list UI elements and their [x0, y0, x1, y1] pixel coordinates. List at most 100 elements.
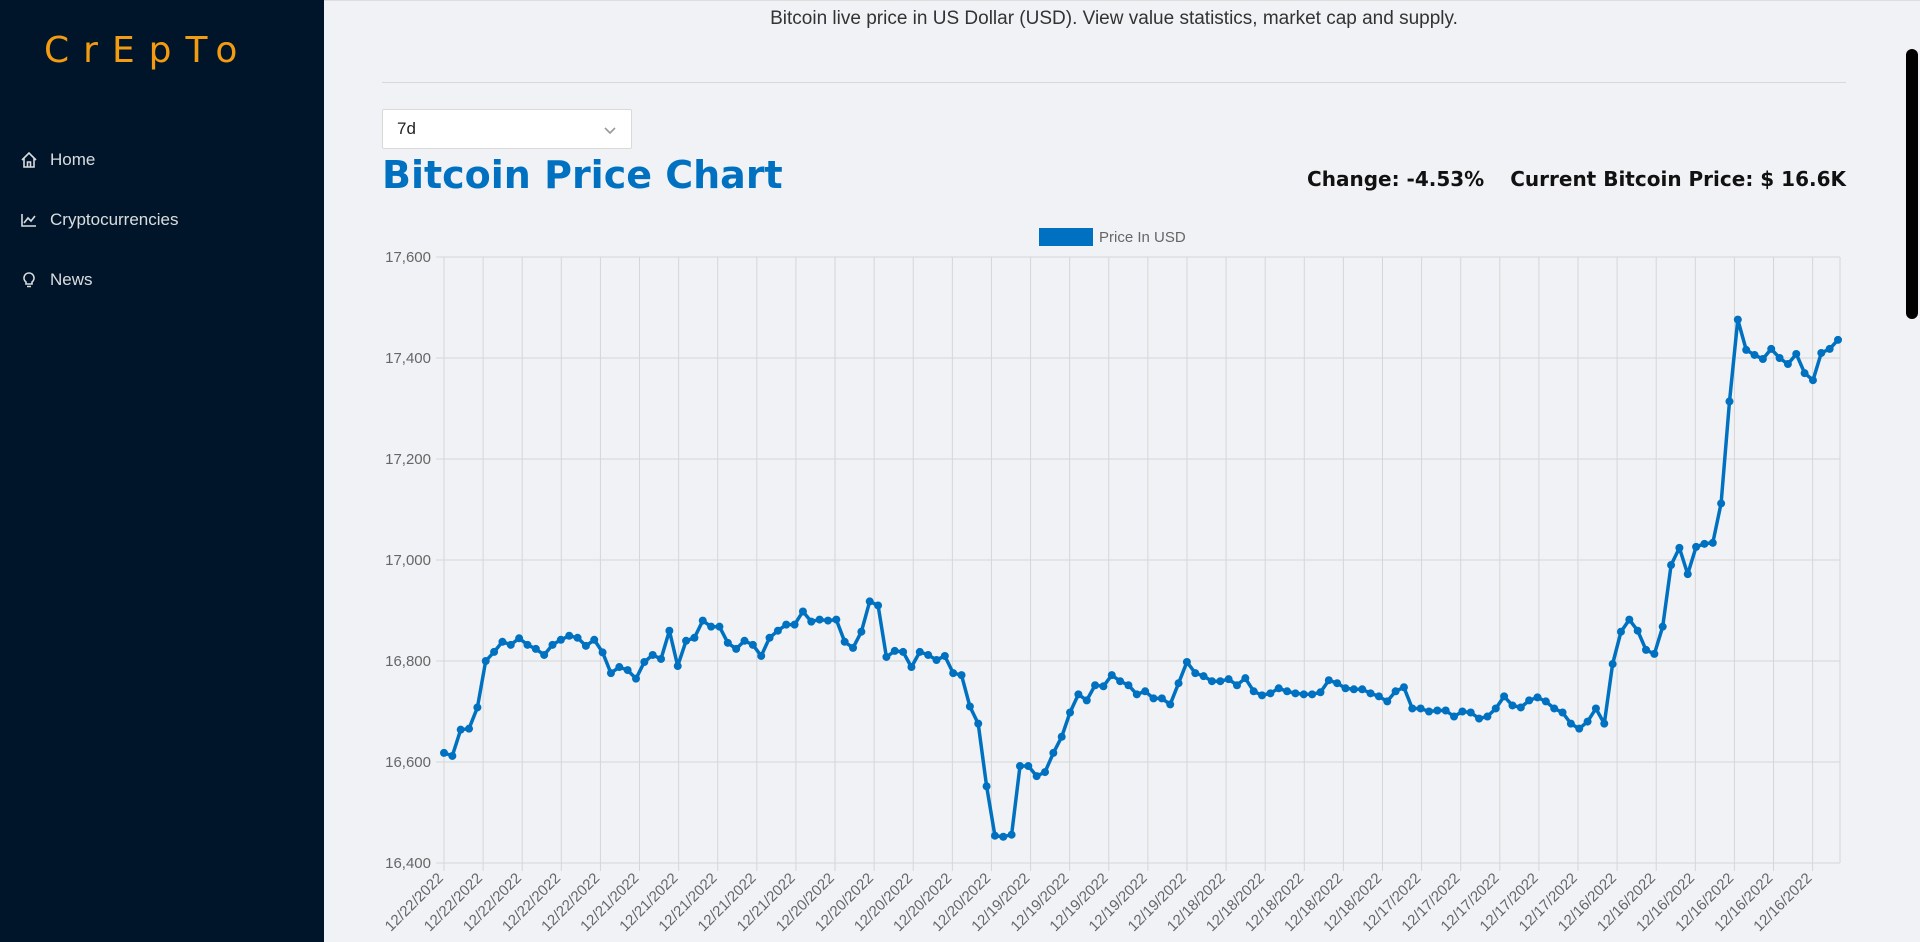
data-point — [1091, 681, 1100, 690]
data-point — [1408, 704, 1417, 713]
data-point — [1024, 762, 1033, 771]
data-point — [690, 633, 699, 642]
data-point — [874, 601, 883, 610]
data-point — [1433, 706, 1442, 715]
page-subtitle: Bitcoin live price in US Dollar (USD). V… — [770, 8, 1458, 29]
data-point — [573, 633, 582, 642]
data-point — [1675, 543, 1684, 552]
price-stats: Change: -4.53% Current Bitcoin Price: $ … — [1307, 167, 1846, 191]
data-point — [1475, 714, 1484, 723]
sidebar-item-home[interactable]: Home — [0, 130, 324, 190]
data-point — [1508, 701, 1517, 710]
data-point — [832, 615, 841, 624]
app-logo[interactable]: CrEpTo — [44, 30, 252, 71]
data-point — [1792, 349, 1801, 358]
data-point — [1341, 684, 1350, 693]
data-point — [1174, 679, 1183, 688]
data-point — [623, 666, 632, 675]
data-point — [974, 719, 983, 728]
data-point — [1550, 704, 1559, 713]
data-point — [1466, 708, 1475, 717]
scrollbar[interactable] — [1906, 49, 1918, 319]
sidebar-item-label: News — [50, 270, 93, 289]
divider — [382, 82, 1846, 83]
sidebar-item-cryptocurrencies[interactable]: Cryptocurrencies — [0, 190, 324, 250]
legend-label: Price In USD — [1099, 228, 1186, 246]
data-point — [1667, 561, 1676, 570]
data-point — [1283, 687, 1292, 696]
data-point — [1191, 669, 1200, 678]
data-point — [1424, 707, 1433, 716]
data-point — [498, 637, 507, 646]
data-point — [1324, 676, 1333, 685]
data-point — [849, 643, 858, 652]
data-point — [1041, 768, 1050, 777]
data-point — [899, 647, 908, 656]
data-point — [1074, 690, 1083, 699]
data-point — [748, 640, 757, 649]
data-point — [1124, 681, 1133, 690]
data-point — [1458, 707, 1467, 716]
data-point — [631, 674, 640, 683]
data-point — [682, 636, 691, 645]
data-point — [1708, 538, 1717, 547]
data-point — [1082, 696, 1091, 705]
data-point — [523, 640, 532, 649]
bulb-icon — [23, 272, 35, 288]
data-point — [1241, 674, 1250, 683]
data-point — [1383, 697, 1392, 706]
data-point — [606, 669, 615, 678]
data-point — [1591, 704, 1600, 713]
data-point — [1700, 539, 1709, 548]
y-tick-label: 17,600 — [385, 249, 431, 266]
data-point — [1399, 683, 1408, 692]
data-point — [540, 650, 549, 659]
data-point — [1775, 354, 1784, 362]
data-point — [556, 635, 565, 644]
data-point — [924, 650, 933, 659]
data-point — [657, 654, 666, 663]
data-point — [673, 662, 682, 671]
data-point — [1274, 684, 1283, 693]
data-point — [807, 617, 816, 626]
data-point — [581, 641, 590, 650]
data-point — [890, 646, 899, 655]
data-point — [1575, 724, 1584, 733]
data-point — [1308, 690, 1317, 699]
data-point — [640, 658, 649, 667]
data-point — [857, 627, 866, 636]
sidebar-item-news[interactable]: News — [0, 250, 324, 310]
period-select[interactable]: 7d — [382, 109, 632, 149]
data-point — [1207, 677, 1216, 686]
data-point — [1683, 570, 1692, 579]
chart-legend[interactable]: Price In USD — [1039, 228, 1186, 246]
data-point — [1825, 344, 1834, 353]
data-point — [1616, 627, 1625, 636]
data-point — [1800, 369, 1809, 378]
data-point — [1742, 345, 1751, 354]
data-point — [782, 620, 791, 629]
data-point — [1783, 360, 1792, 369]
data-point — [1149, 694, 1158, 703]
current-price: Current Bitcoin Price: $ 16.6K — [1510, 167, 1846, 191]
data-point — [1224, 675, 1233, 684]
data-point — [1107, 671, 1116, 680]
data-point — [1500, 692, 1509, 701]
data-point — [1717, 499, 1726, 508]
data-point — [1391, 687, 1400, 696]
data-point — [531, 644, 540, 653]
data-point — [698, 616, 707, 625]
data-point — [1015, 762, 1024, 771]
data-point — [1007, 830, 1016, 839]
data-point — [1758, 355, 1767, 364]
data-point — [1299, 690, 1308, 699]
main-content: Bitcoin live price in US Dollar (USD). V… — [324, 0, 1920, 942]
data-point — [506, 640, 515, 649]
data-point — [990, 831, 999, 840]
data-point — [1366, 689, 1375, 698]
data-point — [1049, 748, 1058, 757]
data-point — [665, 626, 674, 635]
data-point — [732, 644, 741, 653]
data-point — [1834, 335, 1842, 344]
period-select-value: 7d — [397, 119, 416, 138]
